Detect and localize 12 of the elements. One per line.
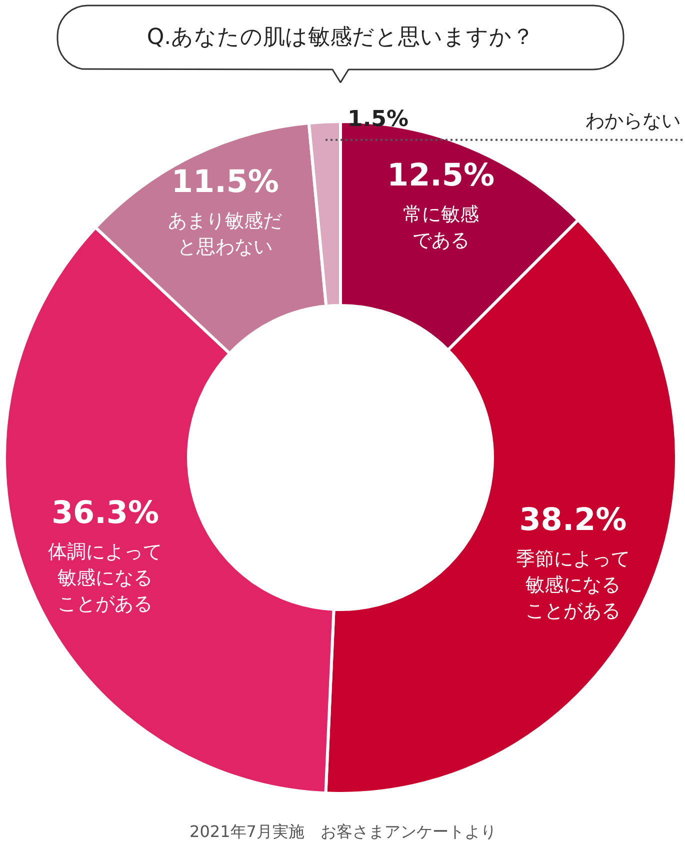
slice-label: わからない [586, 110, 680, 132]
data-label: 12.5% [387, 157, 495, 194]
slice-label: 季節によって敏感になることがある [516, 548, 630, 622]
text: 2021年7月実施 お客さまアンケートより [190, 822, 496, 841]
data-label: 36.3% [51, 495, 159, 532]
slice-label: あまり敏感だと思わない [168, 210, 282, 258]
chart-title: Q.あなたの肌は敏感だと思いますか？ [146, 25, 534, 50]
data-label: 1.5% [348, 106, 409, 132]
slice-label: 体調によって敏感になることがある [48, 541, 162, 616]
slice-label: 常に敏感である [402, 203, 479, 252]
data-label: 38.2% [519, 502, 627, 538]
data-label: 11.5% [171, 164, 279, 200]
